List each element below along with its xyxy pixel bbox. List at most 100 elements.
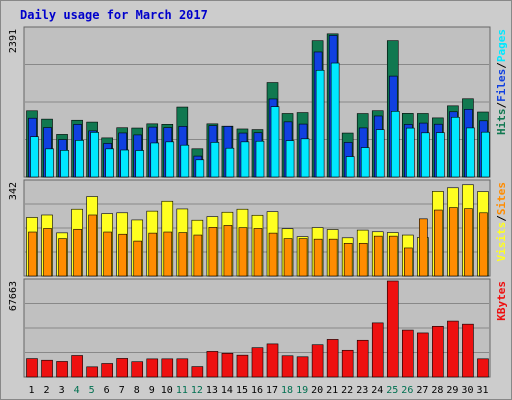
pages-bar <box>360 147 370 178</box>
legend-visits: Visits <box>495 222 508 262</box>
kbytes-bar <box>311 344 324 378</box>
day-label: 18 <box>281 385 293 396</box>
sites-bar <box>103 231 112 277</box>
kbytes-bar <box>146 358 159 378</box>
sites-bar <box>178 232 188 277</box>
pages-bar <box>240 141 250 178</box>
legend-sites: Sites <box>495 182 508 215</box>
kbytes-bar <box>56 361 68 378</box>
legend-separator: / <box>495 102 508 109</box>
kbytes-bar <box>356 339 369 378</box>
sites-bar <box>163 231 173 277</box>
sites-bar <box>343 242 353 277</box>
pages-bar <box>406 127 415 178</box>
kbytes-bar <box>386 280 399 378</box>
sites-bar <box>223 225 233 277</box>
day-label: 22 <box>341 385 353 396</box>
chart-title: Daily usage for March 2017 <box>20 8 208 22</box>
kbytes-bar <box>462 323 474 378</box>
day-label: 17 <box>266 385 278 396</box>
kbytes-bar <box>432 325 444 378</box>
day-label: 24 <box>371 385 383 396</box>
day-label: 3 <box>59 385 65 396</box>
day-label: 16 <box>251 385 263 396</box>
day-label: 20 <box>311 385 323 396</box>
sites-bar <box>373 235 383 277</box>
kbytes-bar <box>26 358 38 378</box>
kbytes-bar <box>402 329 414 378</box>
day-label: 5 <box>89 385 95 396</box>
legend-pages: Pages <box>495 29 508 62</box>
day-label: 21 <box>326 385 338 396</box>
sites-bar <box>434 209 443 277</box>
panel-3-legend: KBytes <box>495 281 508 321</box>
day-label: 9 <box>149 385 155 396</box>
kbytes-bar <box>477 358 489 378</box>
pages-bar <box>90 132 99 178</box>
day-label: 28 <box>431 385 443 396</box>
pages-bar <box>421 132 430 178</box>
day-label: 8 <box>134 385 140 396</box>
day-label: 29 <box>446 385 458 396</box>
panel-3-max-label: 67663 <box>8 281 19 311</box>
pages-bar <box>255 140 265 178</box>
panel-2-legend: Visits/Sites <box>495 182 508 262</box>
legend-separator: / <box>495 62 508 69</box>
day-label: 7 <box>119 385 125 396</box>
sites-bar <box>133 240 143 277</box>
sites-bar <box>358 242 368 277</box>
kbytes-bar <box>281 355 294 378</box>
kbytes-bar <box>266 343 279 378</box>
sites-bar <box>419 218 428 277</box>
day-label: 26 <box>401 385 413 396</box>
day-label: 11 <box>176 385 188 396</box>
pages-bar <box>481 131 490 178</box>
kbytes-bar <box>326 339 339 378</box>
sites-bar <box>118 233 127 277</box>
pages-bar <box>270 106 280 178</box>
kbytes-bar <box>417 332 429 378</box>
legend-separator: / <box>495 215 508 222</box>
sites-bar <box>298 238 308 277</box>
pages-bar <box>345 156 355 178</box>
panel-1-legend: Hits/Files/Pages <box>495 29 508 135</box>
sites-bar <box>479 212 488 277</box>
sites-bar <box>193 234 203 277</box>
legend-kbytes: KBytes <box>495 281 508 321</box>
sites-bar <box>404 247 413 277</box>
day-label: 15 <box>236 385 248 396</box>
kbytes-bar <box>236 354 249 378</box>
sites-bar <box>43 228 52 277</box>
sites-bar <box>88 214 97 277</box>
legend-hits: Hits <box>495 109 508 136</box>
pages-bar <box>210 142 220 178</box>
kbytes-bar <box>206 351 219 378</box>
sites-bar <box>313 238 323 277</box>
sites-bar <box>148 232 158 277</box>
day-label: 23 <box>356 385 368 396</box>
kbytes-bar <box>341 349 354 378</box>
kbytes-bar <box>116 358 128 378</box>
kbytes-bar <box>447 320 459 378</box>
pages-bar <box>120 149 129 178</box>
kbytes-bar <box>71 355 83 378</box>
kbytes-bar <box>86 366 98 378</box>
sites-bar <box>268 232 278 277</box>
sites-bar <box>464 208 473 277</box>
kbytes-bar <box>296 356 309 378</box>
sites-bar <box>238 227 248 277</box>
kbytes-bar <box>131 361 144 378</box>
pages-bar <box>195 159 205 178</box>
kbytes-bar <box>221 352 234 378</box>
sites-bar <box>28 231 37 277</box>
pages-bar <box>300 138 310 178</box>
pages-bar <box>45 148 54 178</box>
day-label: 10 <box>161 385 173 396</box>
pages-bar <box>466 127 475 178</box>
legend-files: Files <box>495 69 508 102</box>
sites-bar <box>328 238 338 277</box>
pages-bar <box>165 141 175 178</box>
kbytes-bar <box>161 358 174 378</box>
sites-bar <box>58 238 67 277</box>
